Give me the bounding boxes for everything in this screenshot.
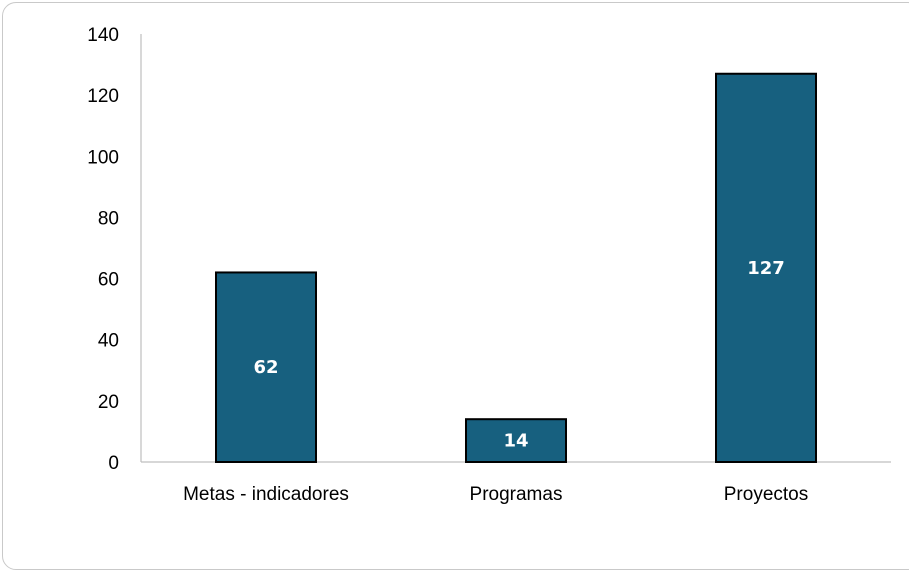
y-tick-label: 140 bbox=[87, 25, 119, 46]
bar bbox=[715, 72, 817, 463]
y-tick-label: 120 bbox=[87, 86, 119, 107]
bar bbox=[465, 418, 567, 464]
category-label: Metas - indicadores bbox=[183, 484, 349, 505]
category-labels: Metas - indicadores Programas Proyectos bbox=[183, 484, 808, 505]
y-tick-label: 80 bbox=[98, 208, 119, 229]
category-label: Proyectos bbox=[724, 484, 808, 505]
y-tick-label: 40 bbox=[98, 331, 119, 352]
category-label: Programas bbox=[470, 484, 563, 505]
y-tick-label: 20 bbox=[98, 392, 119, 413]
bar bbox=[215, 271, 317, 464]
y-tick-label: 60 bbox=[98, 270, 119, 291]
y-tick-label: 0 bbox=[108, 453, 119, 474]
data-labels: 62 14 127 bbox=[253, 258, 784, 452]
bar-value-label: 14 bbox=[503, 431, 528, 452]
bars bbox=[215, 72, 817, 464]
y-tick-label: 100 bbox=[87, 147, 119, 168]
y-axis: 0 20 40 60 80 100 120 140 bbox=[87, 25, 142, 474]
bar-value-label: 62 bbox=[253, 357, 278, 378]
bar-value-label: 127 bbox=[747, 258, 785, 279]
